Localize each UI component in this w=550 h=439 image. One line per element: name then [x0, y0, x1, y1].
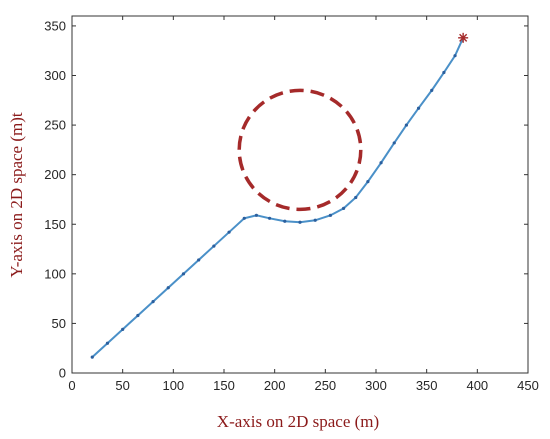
series-point [283, 219, 287, 223]
x-tick-label: 150 [213, 378, 235, 393]
x-tick-label: 0 [68, 378, 75, 393]
series-point [430, 88, 434, 92]
series-point [313, 218, 317, 222]
star-marker-stroke [459, 33, 468, 42]
series-point [227, 230, 231, 234]
series-point [392, 141, 396, 145]
x-tick-label: 350 [416, 378, 438, 393]
series-point [105, 341, 110, 345]
y-tick-label: 150 [44, 217, 66, 232]
series-point [181, 272, 186, 276]
x-axis-title: X-axis on 2D space (m) [217, 412, 379, 431]
dashed-circle-annotation [237, 88, 363, 212]
y-tick-label: 200 [44, 167, 66, 182]
y-axis-title: Y-axis on 2D space (m)t [7, 112, 26, 278]
x-tick-label: 400 [466, 378, 488, 393]
y-tick-label: 50 [52, 316, 66, 331]
series-point [242, 216, 246, 220]
series-point [197, 258, 201, 262]
series-point [212, 244, 216, 248]
series-point [121, 327, 125, 331]
y-tick-label: 0 [59, 366, 66, 381]
series-point [268, 216, 272, 220]
x-tick-label: 300 [365, 378, 387, 393]
series-point [354, 195, 358, 200]
x-tick-label: 50 [115, 378, 129, 393]
series-line [91, 37, 465, 358]
series-point [366, 180, 370, 184]
series-point [453, 54, 457, 58]
x-tick-label: 100 [162, 378, 184, 393]
series-point [254, 213, 259, 217]
y-tick-label: 100 [44, 266, 66, 281]
x-tick-label: 250 [314, 378, 336, 393]
series-point [151, 300, 155, 304]
plot-frame [71, 15, 529, 374]
series-point [298, 220, 302, 224]
series-point [341, 206, 346, 210]
series-point [166, 286, 170, 290]
series-point [404, 123, 408, 127]
series-point [442, 70, 446, 75]
x-tick-label: 200 [264, 378, 286, 393]
y-tick-label: 300 [44, 68, 66, 83]
x-tick-label: 450 [517, 378, 539, 393]
series-point [379, 161, 383, 165]
series-point [136, 313, 140, 318]
chart-annotations [237, 88, 363, 212]
y-tick-label: 250 [44, 118, 66, 133]
series-point [328, 213, 332, 217]
plot-axes: 0 50 100 150 200 250 300 350 400 450 0 50 100 150 200 2… [44, 15, 539, 393]
y-tick-label: 350 [44, 18, 66, 33]
series-point [416, 106, 421, 110]
star-marker [458, 32, 469, 43]
chart-series [90, 32, 469, 359]
series-point [90, 355, 94, 359]
